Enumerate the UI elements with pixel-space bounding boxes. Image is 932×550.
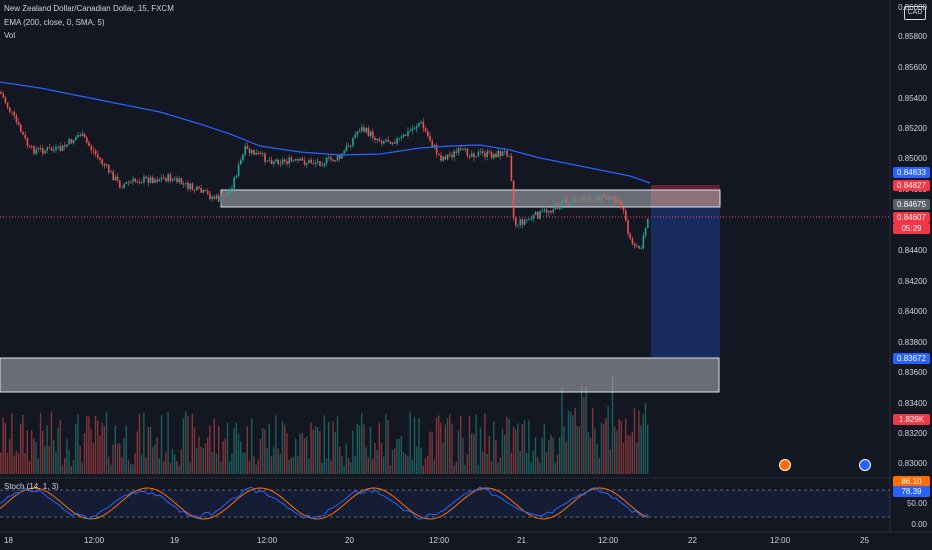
ema-price-tag: 0.84833 [893, 167, 930, 178]
symbol-title[interactable]: New Zealand Dollar/Canadian Dollar, 15, … [4, 4, 174, 13]
price-axis-label: 0.83400 [898, 399, 927, 408]
price-axis-label: 0.83600 [898, 368, 927, 377]
price-axis-label: 0.85800 [898, 32, 927, 41]
price-axis-label: 0.85400 [898, 94, 927, 103]
stoch-k-line [0, 486, 649, 520]
price-axis-label: 0.83800 [898, 338, 927, 347]
stoch-k-tag: 86.10 [893, 476, 930, 487]
calendar-event-icon[interactable] [779, 459, 791, 471]
resistance-zone-box[interactable] [220, 189, 721, 208]
stoch-d-line [0, 487, 649, 520]
zone-price-tag: 0.84675 [893, 199, 930, 210]
time-axis-label: 12:00 [770, 536, 791, 545]
time-axis-label: 21 [517, 536, 526, 545]
time-axis-label: 20 [345, 536, 354, 545]
volume-bars [0, 376, 649, 474]
time-axis-label: 22 [688, 536, 697, 545]
price-axis-label: 0.84000 [898, 307, 927, 316]
price-axis-label: 0.83200 [898, 429, 927, 438]
time-axis-label: 12:00 [84, 536, 105, 545]
stoch-legend[interactable]: Stoch (14, 1, 3) [4, 482, 59, 491]
currency-button[interactable]: CAD [904, 6, 926, 20]
volume-legend[interactable]: Vol [4, 31, 16, 40]
flag-event-icon[interactable] [859, 459, 871, 471]
time-axis-label: 12:00 [429, 536, 450, 545]
bar-countdown-tag: 05:29 [893, 223, 930, 234]
price-axis-label: 0.84400 [898, 246, 927, 255]
demand-zone-box[interactable] [0, 357, 720, 393]
ema-200-line [0, 81, 651, 184]
time-axis-label: 12:00 [598, 536, 619, 545]
stoch-band [0, 490, 890, 517]
price-axis-label: 0.84200 [898, 277, 927, 286]
time-axis-label: 18 [4, 536, 13, 545]
ema-legend[interactable]: EMA (200, close, 0, SMA, 5) [4, 18, 105, 27]
price-axis-label: 0.86000 [898, 3, 927, 12]
stoch-axis-50: 50.00 [906, 499, 927, 508]
price-axis-label: 0.85600 [898, 63, 927, 72]
time-axis-label: 12:00 [257, 536, 278, 545]
candlesticks [0, 89, 649, 250]
take-profit-zone[interactable] [651, 207, 720, 357]
time-axis-label: 25 [860, 536, 869, 545]
price-axis-label: 0.85000 [898, 154, 927, 163]
stoch-d-tag: 78.39 [893, 486, 930, 497]
volume-tag: 1.829K [893, 414, 930, 425]
time-axis-label: 19 [170, 536, 179, 545]
price-axis-label: 0.83000 [898, 459, 927, 468]
last-price-tag: 0.84607 [893, 212, 930, 223]
price-axis-label: 0.85200 [898, 124, 927, 133]
stoch-axis-0: 0.00 [911, 520, 927, 529]
stop-price-tag: 0.84827 [893, 180, 930, 191]
target-price-tag: 0.83672 [893, 353, 930, 364]
